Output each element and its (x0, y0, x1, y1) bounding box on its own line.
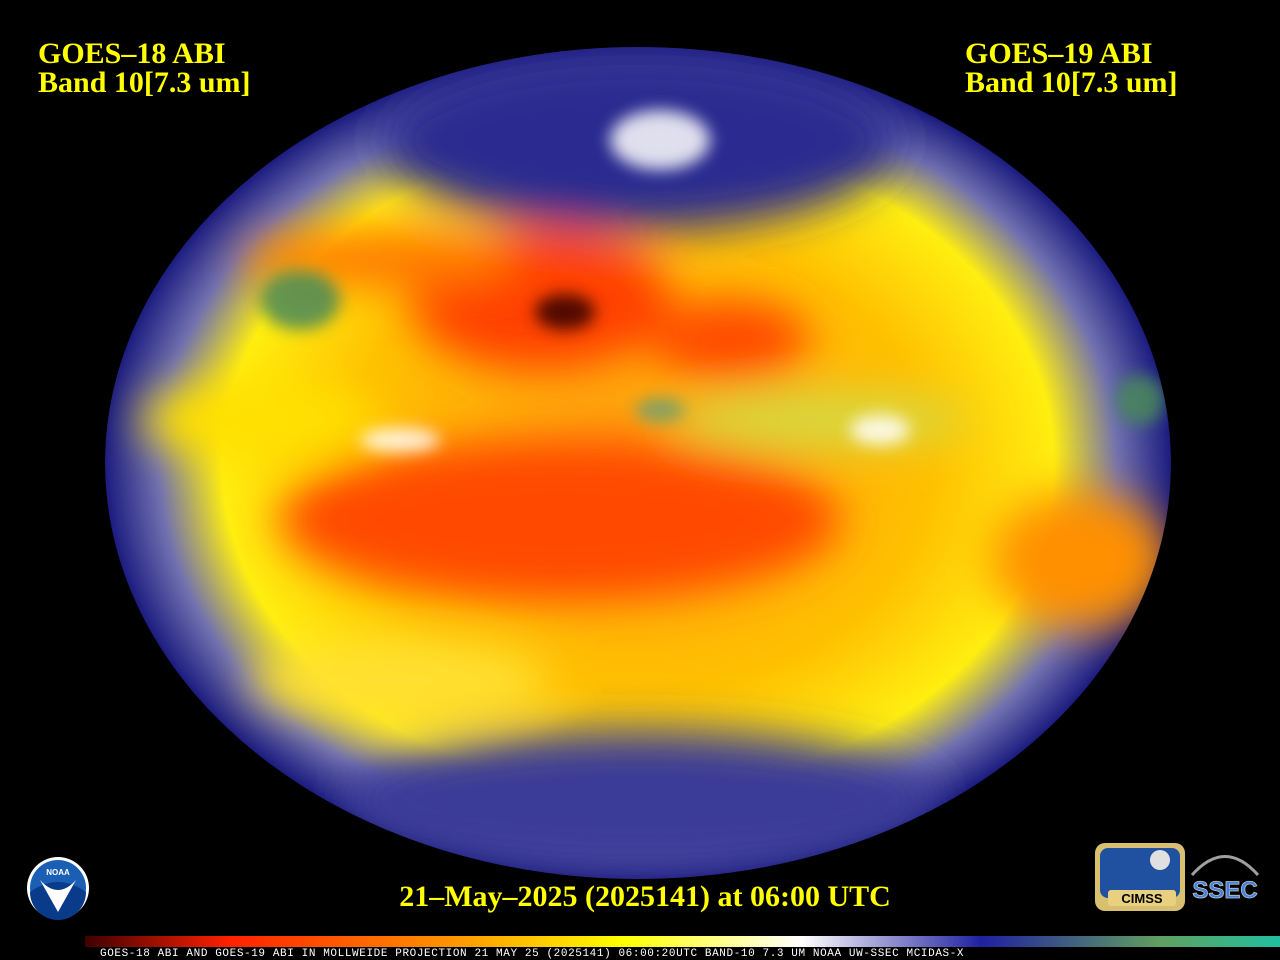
cimss-logo: CIMSS (1095, 843, 1185, 911)
color-bar (85, 936, 1280, 947)
cimss-text: CIMSS (1121, 891, 1163, 906)
ssec-text: SSEC (1192, 877, 1257, 904)
globe-image (105, 47, 1171, 879)
timestamp: 21–May–2025 (2025141) at 06:00 UTC (399, 880, 891, 913)
right-band-label: Band 10[7.3 um] (965, 66, 1178, 99)
noaa-logo: NOAA (27, 857, 89, 920)
footer-caption: GOES-18 ABI AND GOES-19 ABI IN MOLLWEIDE… (100, 948, 964, 960)
noaa-text: NOAA (46, 868, 70, 877)
left-satellite-label: GOES–18 ABI (38, 37, 226, 70)
ssec-logo: SSEC (1190, 855, 1260, 904)
left-band-label: Band 10[7.3 um] (38, 66, 251, 99)
right-satellite-label: GOES–19 ABI (965, 37, 1153, 70)
